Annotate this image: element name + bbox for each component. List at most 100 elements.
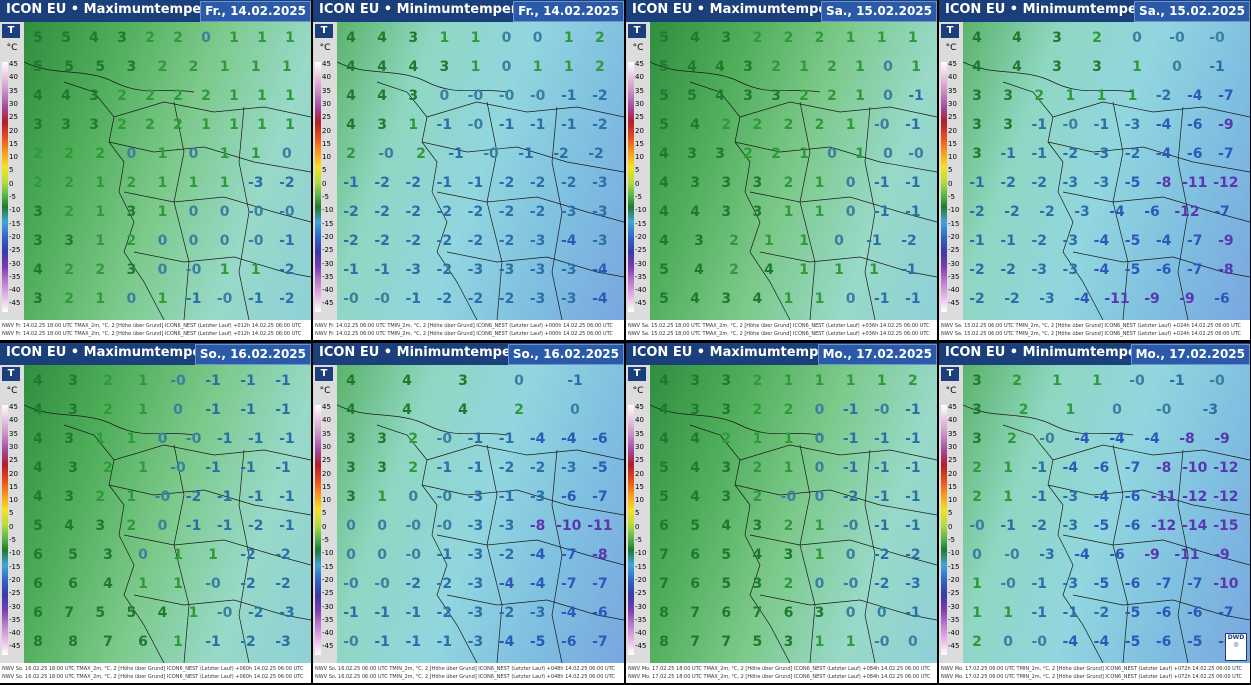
boundary-line: [551, 449, 563, 663]
temperature-value: 3: [690, 175, 700, 191]
temperature-value: 0: [346, 547, 356, 563]
legend-tick: -45: [635, 642, 647, 651]
legend-tick: -5: [635, 536, 642, 544]
temperature-value: -3: [1062, 233, 1079, 249]
temperature-value: -0: [842, 518, 859, 534]
temperature-value: -1: [1031, 117, 1047, 133]
legend-tick: -25: [322, 589, 334, 598]
temperature-value: 2: [145, 30, 155, 46]
legend-tick: -40: [635, 629, 647, 638]
temperature-value: -8: [1155, 460, 1172, 476]
temperature-value: 1: [377, 489, 387, 505]
temperature-value: -0: [405, 547, 421, 563]
legend-tick: -10: [9, 549, 21, 558]
temperature-value: 4: [33, 402, 43, 418]
legend-tick: 5: [9, 166, 14, 175]
temperature-value: -4: [1062, 634, 1079, 650]
temperature-value: 1: [157, 175, 168, 191]
temperature-value: -2: [467, 233, 484, 249]
legend-tick: -35: [9, 272, 21, 281]
temperature-value: 4: [659, 402, 669, 418]
temperature-value: -0: [216, 291, 233, 307]
temperature-value: 1: [799, 146, 809, 162]
temperature-value: -5: [1124, 233, 1141, 249]
temperature-value: -3: [498, 262, 515, 278]
boundary-line: [238, 106, 250, 320]
legend-tick: -20: [9, 575, 21, 584]
panel-header: ICON EU • Minimumtemperatur Sa., 15.02.20…: [939, 0, 1250, 22]
temperature-value: 4: [33, 489, 43, 505]
temperature-value: 2: [908, 373, 918, 389]
temperature-value: 1: [799, 59, 809, 75]
temperature-value: 2: [157, 59, 168, 75]
temperature-value: -1: [240, 373, 256, 389]
legend-tick: -45: [9, 642, 21, 651]
temperature-value: 4: [377, 88, 387, 104]
temperature-value: 1: [188, 175, 199, 191]
temperature-value: 3: [1052, 59, 1062, 75]
boundary-line: [1072, 594, 1250, 621]
temperature-value: -3: [467, 547, 484, 563]
temperature-value: 1: [855, 88, 865, 104]
temperature-value: 5: [659, 460, 669, 476]
legend-tick: 25: [948, 456, 957, 465]
temperature-map: 4 4 3 2 0 -0 -0 4 4 3 3 1 0 -1 3 3 2 1 1 1 -2 -4 -7 3 3 -1 -0 -1 -3-…: [963, 22, 1250, 320]
temperature-value: 3: [64, 431, 74, 447]
temperature-value: -3: [467, 576, 484, 592]
color-legend: T °C 45 40 35 30 25 20 15 10 5 0 -5 -10 -15 -20 -25 -30 -3…: [0, 22, 24, 320]
panel-title: ICON EU • Maximumtemperatur: [6, 2, 239, 17]
temperature-value: -2: [1000, 175, 1016, 191]
temperature-value: -1: [1209, 59, 1225, 75]
temperature-value: -0: [467, 88, 484, 104]
legend-tick: 5: [635, 166, 640, 175]
boundary-line: [421, 484, 624, 516]
footer-line: NWV Mo. 17.02.25 18:00 UTC TMAX_2m, °C, …: [628, 666, 931, 672]
temperature-value: 1: [95, 291, 106, 307]
temperature-value: 0: [1112, 402, 1122, 418]
temperature-value: -1: [216, 431, 233, 447]
temperature-value: -1: [279, 431, 295, 447]
temperature-value: -12: [1174, 204, 1200, 220]
temperature-value: 0: [157, 262, 168, 278]
temperature-value: 3: [752, 204, 763, 220]
boundary-line: [486, 444, 503, 663]
temperature-value: -2: [405, 204, 421, 220]
temperature-value: -2: [275, 576, 291, 592]
temperature-value: 2: [783, 30, 794, 46]
panel-footer: NWV Fr. 14.02.25 06:00 UTC TMIN_2m, °C, …: [313, 320, 624, 340]
temperature-value: -2: [498, 605, 515, 621]
legend-tick: 5: [322, 509, 327, 518]
boundary-line: [1047, 141, 1250, 173]
temperature-value: 3: [715, 146, 725, 162]
temperature-value: -5: [592, 460, 608, 476]
temperature-value: 1: [855, 146, 865, 162]
temperature-value: 2: [33, 175, 43, 191]
temperature-value: -2: [498, 204, 515, 220]
temperature-value: 4: [659, 373, 669, 389]
temperature-value: 0: [157, 431, 168, 447]
temperature-value: 1: [1003, 605, 1013, 621]
footer-line: NWV So. 16.02.25 06:00 UTC TMIN_2m, °C, …: [315, 666, 615, 672]
temperature-value: -1: [529, 117, 546, 133]
temperature-value: 3: [752, 576, 763, 592]
temperature-value: -3: [1062, 518, 1079, 534]
temperature-value: -7: [1214, 204, 1230, 220]
temperature-value: 5: [721, 547, 732, 563]
temperature-value: 2: [95, 146, 106, 162]
temperature-value: -1: [567, 373, 583, 389]
map-panel: ICON EU • Maximumtemperatur Mo., 17.02.20…: [626, 343, 937, 683]
boundary-line: [446, 594, 624, 621]
legend-tick: 10: [322, 153, 331, 162]
temperature-value: 1: [752, 431, 763, 447]
temperature-value: -0: [374, 576, 390, 592]
legend-tick: 15: [635, 139, 644, 148]
temperature-value: -0: [467, 117, 484, 133]
temperature-value: -11: [1151, 489, 1177, 505]
temperature-value: -2: [498, 547, 515, 563]
boundary-line: [650, 61, 821, 93]
temperature-value: 0: [845, 547, 856, 563]
temperature-value: -2: [279, 175, 295, 191]
temperature-value: 1: [95, 175, 106, 191]
legend-color-bar: [941, 62, 947, 312]
temperature-value: -1: [905, 117, 921, 133]
